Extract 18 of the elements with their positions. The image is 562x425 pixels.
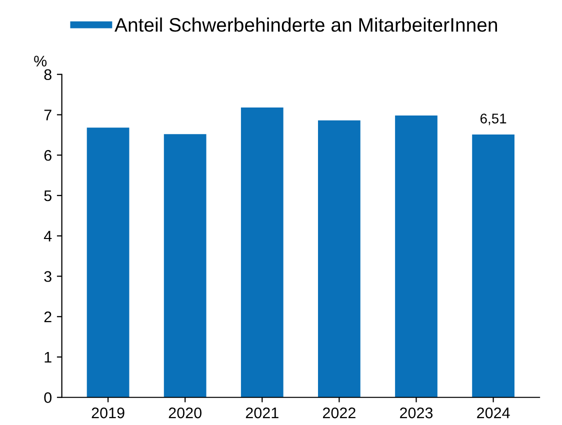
legend-label: Anteil Schwerbehinderte an MitarbeiterInnen (114, 18, 497, 32)
data-label: 6,51 (480, 114, 506, 126)
x-tick-label: 2019 (92, 408, 124, 418)
y-tick-label: 1 (44, 352, 52, 363)
x-tick-label: 2021 (246, 408, 278, 418)
y-tick-label: 3 (44, 271, 52, 282)
y-tick-label: 5 (44, 190, 52, 202)
x-tick-label: 2022 (322, 408, 356, 418)
y-tick-label: 0 (44, 392, 52, 404)
y-tick-label: 7 (44, 110, 52, 120)
y-tick-label: 4 (44, 230, 52, 242)
x-tick-label: 2023 (400, 408, 433, 418)
y-axis-title: % (34, 56, 47, 66)
x-tick-label: 2024 (477, 408, 510, 418)
x-tick-label: 2020 (168, 408, 202, 418)
y-tick-label: 2 (44, 311, 52, 322)
y-tick-label: 8 (44, 69, 52, 80)
y-tick-label: 6 (44, 150, 52, 161)
